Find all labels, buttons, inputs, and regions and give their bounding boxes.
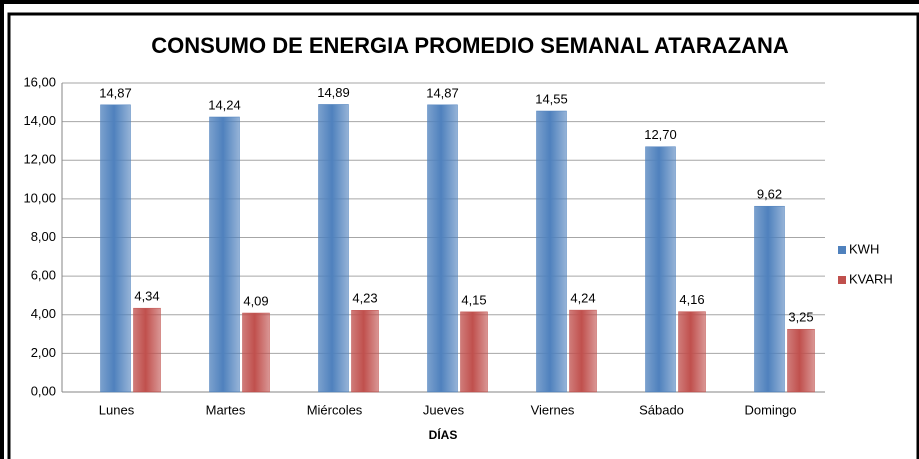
legend-label: KWH <box>849 241 879 256</box>
bar <box>427 104 458 393</box>
x-tick-label: Jueves <box>423 402 465 417</box>
bar <box>209 116 240 393</box>
bar <box>787 328 815 393</box>
x-tick-label: Viernes <box>531 402 575 417</box>
value-label: 4,24 <box>570 291 595 306</box>
x-tick-label: Sábado <box>639 402 684 417</box>
bar <box>100 104 131 393</box>
bar <box>460 311 488 393</box>
value-label: 4,23 <box>352 291 377 306</box>
x-tick-label: Domingo <box>744 402 796 417</box>
bar <box>242 312 270 393</box>
bar <box>318 104 349 393</box>
x-tick-label: Miércoles <box>307 402 363 417</box>
bar <box>678 311 706 393</box>
bar <box>754 205 785 393</box>
y-tick-label: 12,00 <box>23 152 56 167</box>
bar <box>351 310 379 393</box>
legend-swatch <box>838 276 846 284</box>
value-label: 4,16 <box>679 292 704 307</box>
value-label: 9,62 <box>757 187 782 202</box>
value-label: 14,87 <box>99 85 132 100</box>
legend-label: KVARH <box>849 271 893 286</box>
x-tick-label: Lunes <box>99 402 135 417</box>
value-label: 14,89 <box>317 85 350 100</box>
chart-frame <box>7 12 919 459</box>
y-tick-label: 8,00 <box>31 229 56 244</box>
value-label: 14,55 <box>535 91 568 106</box>
y-tick-label: 14,00 <box>23 113 56 128</box>
value-label: 4,34 <box>134 289 159 304</box>
bar <box>569 309 597 393</box>
value-label: 3,25 <box>788 310 813 325</box>
x-axis-title: DÍAS <box>429 427 458 442</box>
value-label: 14,24 <box>208 97 241 112</box>
y-tick-label: 4,00 <box>31 306 56 321</box>
y-tick-label: 16,00 <box>23 74 56 89</box>
value-label: 12,70 <box>644 127 677 142</box>
chart-title: CONSUMO DE ENERGIA PROMEDIO SEMANAL ATAR… <box>151 33 789 58</box>
x-tick-label: Martes <box>206 402 246 417</box>
y-tick-label: 0,00 <box>31 383 56 398</box>
legend-swatch <box>838 246 846 254</box>
value-label: 4,15 <box>461 292 486 307</box>
value-label: 4,09 <box>243 293 268 308</box>
y-tick-label: 2,00 <box>31 345 56 360</box>
y-tick-label: 10,00 <box>23 190 56 205</box>
bar <box>133 307 161 393</box>
bar <box>645 146 676 393</box>
value-label: 14,87 <box>426 85 459 100</box>
bar <box>536 110 567 393</box>
y-tick-label: 6,00 <box>31 268 56 283</box>
